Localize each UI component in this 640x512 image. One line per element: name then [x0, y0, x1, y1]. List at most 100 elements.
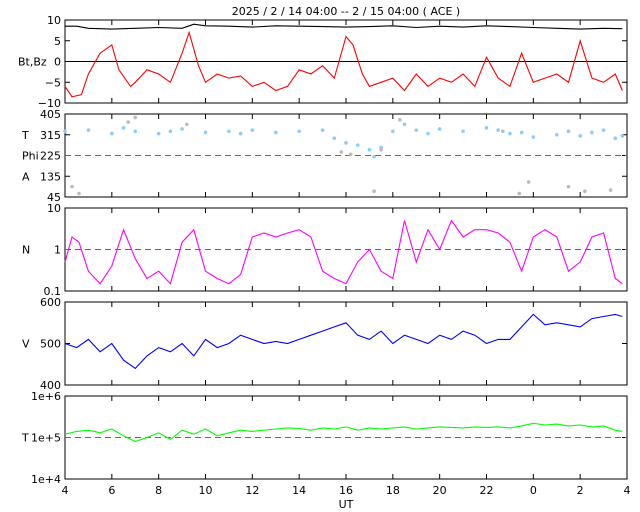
data-point-theta: [297, 129, 301, 134]
panel-speed: 600 500 400 V: [22, 296, 628, 392]
y-tick-label: 0: [54, 56, 61, 69]
y-axis-label: A: [22, 170, 30, 183]
data-point-theta: [484, 126, 489, 130]
data-point-phi: [526, 180, 531, 184]
panel-density: 10 1 0.1 N: [22, 202, 628, 298]
y-tick-label: 10: [47, 202, 61, 215]
data-point-theta: [601, 128, 606, 132]
y-tick-label: 600: [40, 296, 61, 309]
data-point-phi: [517, 191, 522, 196]
data-point-theta: [332, 136, 337, 141]
data-point-phi: [501, 129, 505, 134]
x-tick-label: 2: [577, 484, 584, 497]
panel-magnetic-field: 10 5 0 −5 −10 Bt,Bz: [18, 14, 628, 110]
x-tick-label: 10: [199, 484, 213, 497]
y-tick-label: 5: [54, 35, 61, 48]
y-tick-label: 45: [47, 191, 61, 204]
data-point-theta: [355, 143, 360, 147]
y-axis-label: Phi: [22, 150, 39, 163]
data-point-theta: [156, 131, 161, 136]
data-point-phi: [133, 115, 138, 120]
x-tick-label: 22: [480, 484, 494, 497]
series-line-temperature: [64, 422, 623, 443]
x-axis-label: UT: [339, 498, 354, 511]
data-point-theta: [554, 132, 559, 137]
data-point-theta: [203, 130, 208, 135]
y-tick-label: 225: [40, 150, 61, 163]
series-line-density: [64, 219, 623, 285]
series-line-bz: [64, 30, 623, 98]
data-point-theta: [238, 131, 243, 136]
y-axis-label: V: [22, 338, 30, 351]
data-point-phi: [339, 150, 344, 154]
y-tick-label: 1e+6: [31, 390, 61, 403]
data-point-theta: [121, 126, 126, 130]
x-tick-label: 0: [530, 484, 537, 497]
data-point-phi: [379, 147, 383, 152]
panel-frame: [64, 301, 628, 386]
data-point-theta: [86, 128, 91, 132]
data-point-theta: [496, 128, 501, 132]
data-point-theta: [344, 141, 348, 145]
data-point-phi: [583, 189, 587, 194]
data-point-theta: [437, 127, 442, 131]
data-point-theta: [63, 129, 67, 134]
y-axis-label: N: [22, 244, 30, 257]
data-point-theta: [531, 135, 536, 139]
y-tick-label: 400: [40, 379, 61, 392]
panels: 10 5 0 −5 −10 Bt,Bz 405 315 225 135 45 T Phi A 10 1 0.1 N…: [18, 14, 631, 497]
y-tick-label: 500: [40, 338, 61, 351]
x-tick-label: 20: [433, 484, 447, 497]
data-point-theta: [620, 134, 625, 138]
data-point-phi: [184, 122, 189, 127]
data-point-theta: [391, 129, 395, 134]
chart-title: 2025 / 2 / 14 04:00 -- 2 / 15 04:00 ( AC…: [232, 5, 460, 18]
data-point-theta: [426, 131, 430, 136]
data-point-phi: [372, 189, 376, 194]
y-tick-label: −5: [45, 76, 61, 89]
x-tick-label: 18: [386, 484, 400, 497]
x-tick-label: 8: [155, 484, 162, 497]
data-point-theta: [566, 129, 571, 134]
data-point-theta: [578, 134, 582, 138]
data-point-theta: [590, 130, 594, 135]
data-point-theta: [402, 122, 407, 127]
data-point-phi: [608, 188, 613, 192]
x-tick-label: 16: [339, 484, 353, 497]
data-point-theta: [414, 128, 419, 132]
data-point-phi: [398, 117, 402, 122]
series-line-speed: [64, 313, 623, 370]
y-tick-label: 315: [40, 129, 61, 142]
panel-temperature: 1e+6 1e+5 1e+4 T 4 6 8 10 12 14 16 18 20 22 0 2 4: [21, 390, 631, 497]
y-tick-label: 1: [54, 244, 61, 257]
y-tick-label: 0.1: [44, 285, 62, 298]
panel-angles: 405 315 225 135 45 T Phi A: [21, 108, 628, 204]
data-point-theta: [613, 136, 618, 141]
y-tick-label: 135: [40, 170, 61, 183]
y-tick-label: 405: [40, 108, 61, 121]
data-point-theta: [519, 130, 524, 135]
x-tick-label: 6: [108, 484, 115, 497]
y-axis-label: T: [21, 432, 29, 445]
x-tick-label: 14: [292, 484, 306, 497]
y-tick-label: 10: [47, 14, 61, 27]
data-point-phi: [566, 184, 571, 189]
y-tick-label: −10: [38, 97, 61, 110]
data-point-phi: [70, 184, 74, 189]
data-point-theta: [133, 129, 138, 134]
data-point-theta: [367, 147, 372, 152]
y-axis-label: T: [21, 129, 29, 142]
y-tick-label: 1e+5: [31, 432, 61, 445]
data-point-theta: [273, 130, 278, 135]
data-point-phi: [77, 191, 81, 196]
data-point-theta: [180, 127, 184, 131]
y-axis-label: Bt,Bz: [18, 56, 47, 69]
series-line-bt: [65, 23, 623, 30]
x-tick-label: 4: [62, 484, 69, 497]
data-point-theta: [110, 131, 114, 136]
data-point-theta: [320, 128, 325, 132]
y-tick-label: 1e+4: [31, 473, 61, 486]
data-point-theta: [461, 129, 465, 134]
data-point-phi: [348, 152, 353, 157]
